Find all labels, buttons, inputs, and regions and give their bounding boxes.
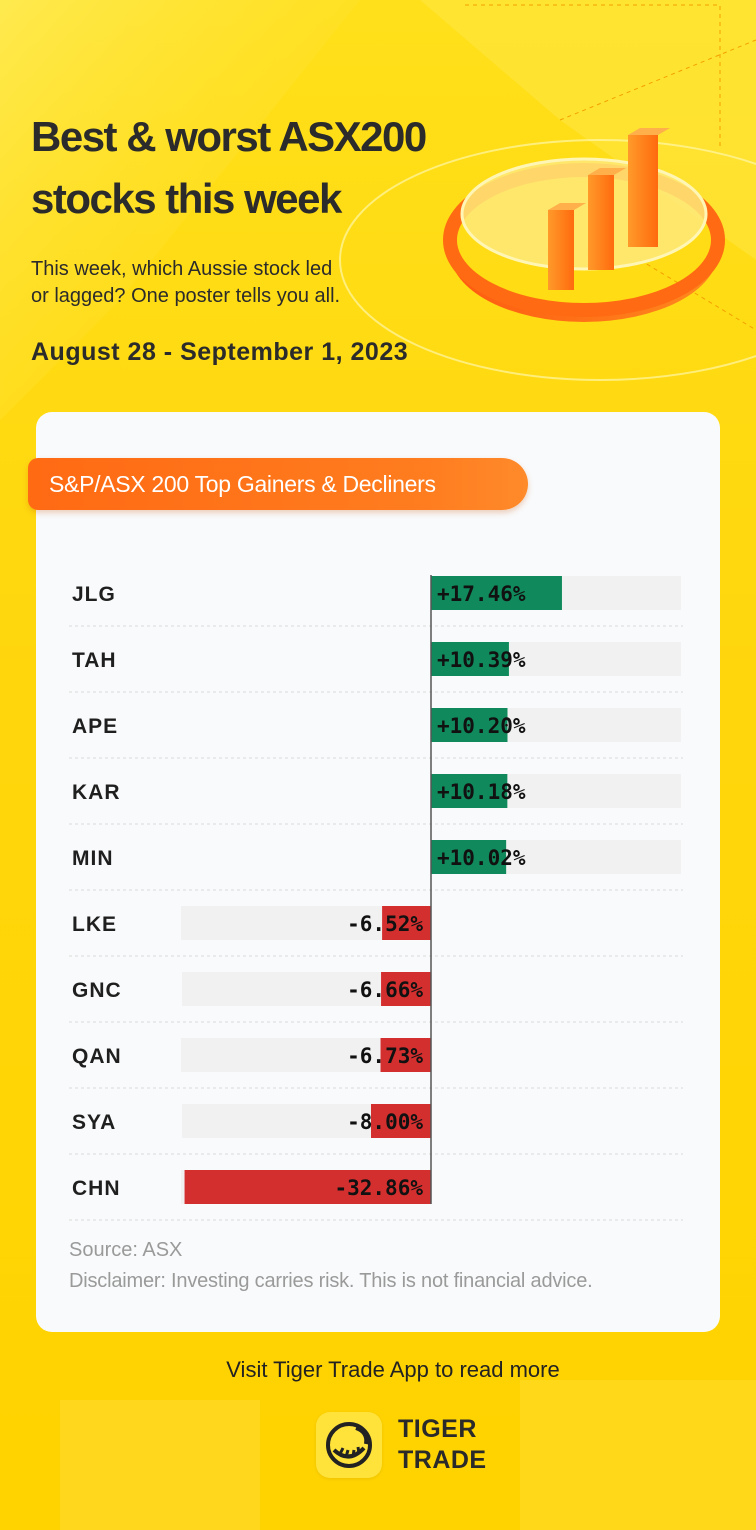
bar-gain [431, 642, 509, 676]
value-label: -6.66% [347, 978, 423, 1002]
bar-gain [431, 576, 562, 610]
value-label: +10.39% [437, 648, 526, 672]
value-label: -6.73% [347, 1044, 423, 1068]
bar-gain [431, 840, 507, 874]
value-label: -32.86% [334, 1176, 423, 1200]
bar-loss [184, 1170, 431, 1204]
value-label: +10.20% [437, 714, 526, 738]
bar-loss [371, 1104, 431, 1138]
page-subtitle: This week, which Aussie stock led or lagg… [31, 258, 341, 307]
section-label: S&P/ASX 200 Top Gainers & Decliners [28, 458, 528, 510]
tiger-trade-logo-icon[interactable] [316, 1412, 382, 1478]
category-label: CHN [72, 1177, 121, 1200]
category-label: QAN [72, 1045, 122, 1068]
category-label: APE [72, 715, 118, 738]
value-label: -8.00% [347, 1110, 423, 1134]
date-range: August 28 - September 1, 2023 [31, 338, 409, 366]
category-label: TAH [72, 649, 117, 672]
bar-loss [380, 1038, 431, 1072]
source-note: Source: ASX [69, 1239, 183, 1261]
category-label: SYA [72, 1111, 116, 1134]
value-label: -6.52% [347, 912, 423, 936]
page-title: Best & worst ASX200 stocks this week [31, 113, 427, 222]
category-label: JLG [72, 583, 116, 606]
category-label: KAR [72, 781, 121, 804]
bar-gain [431, 774, 508, 808]
category-label: MIN [72, 847, 114, 870]
brand-name-line2: TRADE [398, 1446, 487, 1474]
bar-loss [381, 972, 431, 1006]
value-label: +17.46% [437, 582, 526, 606]
brand-name-line1: TIGER [398, 1415, 477, 1443]
bar-loss [382, 906, 431, 940]
category-label: GNC [72, 979, 122, 1002]
value-label: +10.02% [437, 846, 526, 870]
cta-text[interactable]: Visit Tiger Trade App to read more [226, 1357, 560, 1382]
bar-gain [431, 708, 508, 742]
disclaimer-note: Disclaimer: Investing carries risk. This… [69, 1270, 593, 1292]
value-label: +10.18% [437, 780, 526, 804]
bar-chart-3d-icon [443, 128, 725, 322]
category-label: LKE [72, 913, 117, 936]
